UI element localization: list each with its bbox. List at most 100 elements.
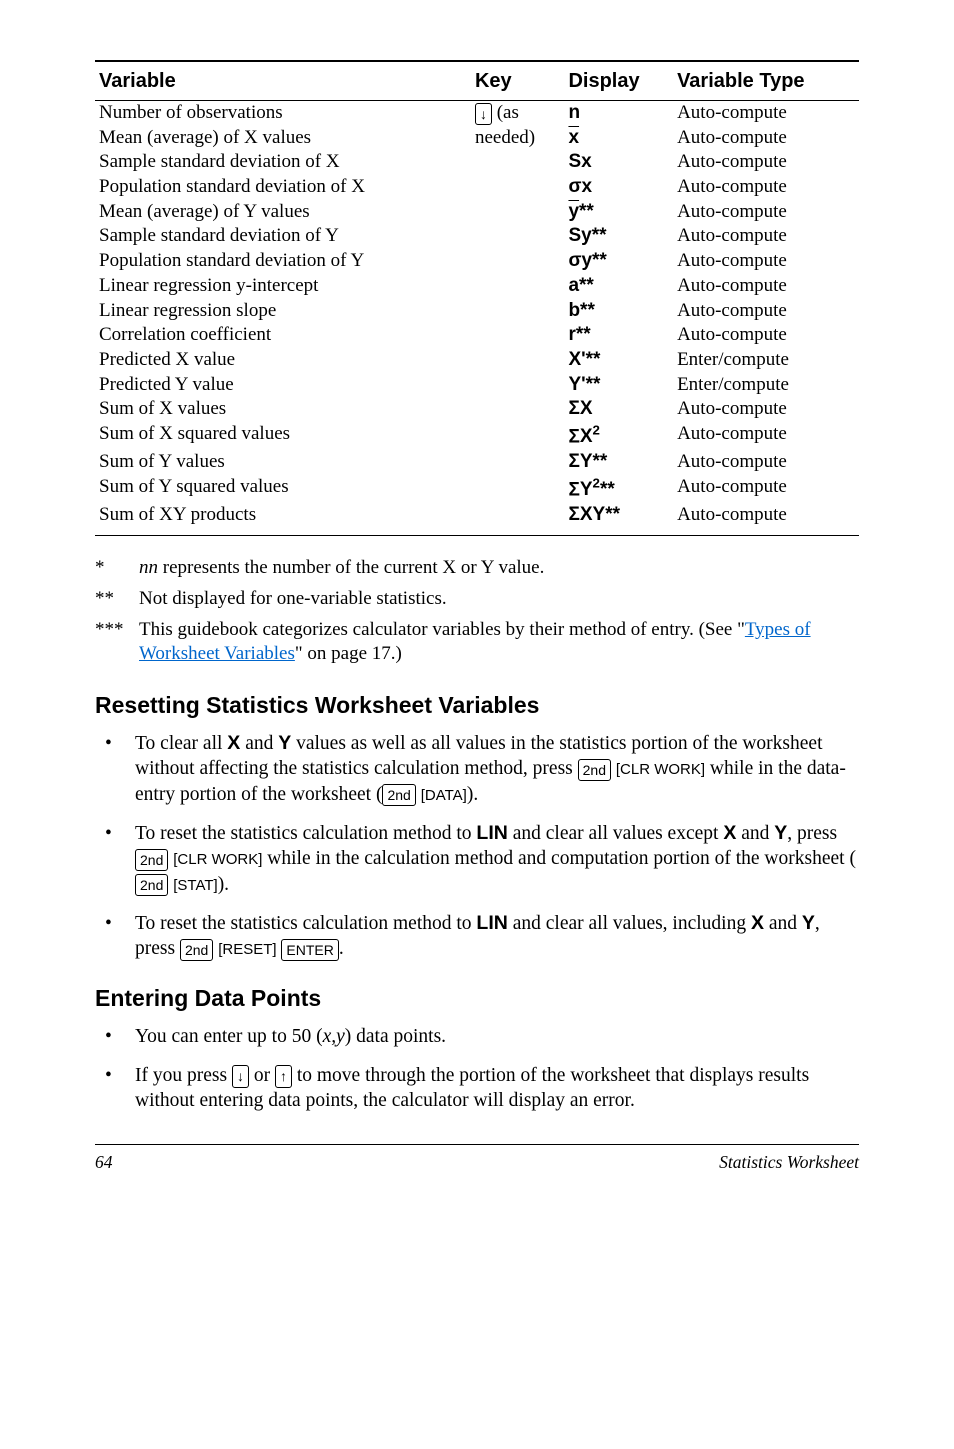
type-cell: Auto-compute — [673, 175, 859, 200]
x-var: X — [227, 732, 240, 754]
enter-key-icon: ENTER — [281, 939, 338, 961]
footnote-text: nn represents the number of the current … — [139, 556, 544, 581]
disp-cell: X'** — [564, 348, 673, 373]
key-cell — [471, 224, 565, 249]
table-row: Population standard deviation of Y σy** … — [95, 249, 859, 274]
table-row: Sum of XY products ΣXY** Auto-compute — [95, 503, 859, 536]
key-cell — [471, 348, 565, 373]
data-key: [DATA] — [421, 787, 467, 804]
disp-cell: σy** — [564, 249, 673, 274]
table-row: Mean (average) of X values needed) x Aut… — [95, 126, 859, 151]
entering-heading: Entering Data Points — [95, 984, 859, 1014]
key-cell: ↓ (as — [471, 101, 565, 126]
var-cell: Mean (average) of Y values — [95, 200, 471, 225]
type-cell: Auto-compute — [673, 274, 859, 299]
entering-list: You can enter up to 50 (x,y) data points… — [95, 1024, 859, 1114]
list-item: You can enter up to 50 (x,y) data points… — [95, 1024, 859, 1049]
second-key-icon: 2nd — [180, 939, 213, 961]
second-key-icon: 2nd — [135, 849, 168, 871]
footnote-mark: ** — [95, 587, 139, 612]
disp-cell: ΣY** — [564, 450, 673, 475]
second-key-icon: 2nd — [578, 759, 611, 781]
table-row: Predicted X value X'** Enter/compute — [95, 348, 859, 373]
list-item: To reset the statistics calculation meth… — [95, 911, 859, 962]
disp-cell: Sy** — [564, 224, 673, 249]
type-cell: Auto-compute — [673, 503, 859, 536]
key-cell — [471, 274, 565, 299]
type-cell: Auto-compute — [673, 249, 859, 274]
footnote-3: *** This guidebook categorizes calculato… — [95, 618, 859, 667]
table-row: Sum of X values ΣX Auto-compute — [95, 397, 859, 422]
disp-cell: ΣX — [564, 397, 673, 422]
key-cell — [471, 200, 565, 225]
disp-cell: x — [564, 126, 673, 151]
disp-cell: a** — [564, 274, 673, 299]
key-cell — [471, 175, 565, 200]
type-cell: Auto-compute — [673, 126, 859, 151]
type-cell: Auto-compute — [673, 422, 859, 450]
disp-cell: n — [564, 101, 673, 126]
resetting-list: To clear all X and Y values as well as a… — [95, 731, 859, 962]
type-cell: Auto-compute — [673, 397, 859, 422]
lin-label: LIN — [476, 912, 507, 934]
down-key-icon: ↓ — [475, 103, 492, 125]
clr-work-key: [CLR WORK] — [173, 851, 262, 868]
footnote-mark: *** — [95, 618, 139, 667]
var-cell: Population standard deviation of X — [95, 175, 471, 200]
var-cell: Predicted Y value — [95, 373, 471, 398]
var-cell: Sample standard deviation of X — [95, 150, 471, 175]
table-row: Linear regression slope b** Auto-compute — [95, 299, 859, 324]
down-key-icon: ↓ — [232, 1065, 249, 1087]
key-cell — [471, 475, 565, 503]
table-row: Predicted Y value Y'** Enter/compute — [95, 373, 859, 398]
footnote-text: This guidebook categorizes calculator va… — [139, 618, 859, 667]
key-cell — [471, 503, 565, 536]
y-var: Y — [278, 732, 291, 754]
type-cell: Auto-compute — [673, 150, 859, 175]
x-var: X — [751, 912, 764, 934]
table-row: Linear regression y-intercept a** Auto-c… — [95, 274, 859, 299]
y-var: Y — [774, 822, 787, 844]
list-item: To clear all X and Y values as well as a… — [95, 731, 859, 807]
col-type: Variable Type — [673, 61, 859, 101]
table-row: Sample standard deviation of X Sx Auto-c… — [95, 150, 859, 175]
var-cell: Sum of Y values — [95, 450, 471, 475]
table-row: Sum of X squared values ΣX2 Auto-compute — [95, 422, 859, 450]
key-cell — [471, 422, 565, 450]
footnote-text: Not displayed for one-variable statistic… — [139, 587, 447, 612]
disp-cell: ΣX2 — [564, 422, 673, 450]
var-cell: Number of observations — [95, 101, 471, 126]
page-number: 64 — [95, 1151, 113, 1174]
key-cell — [471, 249, 565, 274]
footnote-2: ** Not displayed for one-variable statis… — [95, 587, 859, 612]
key-cell — [471, 323, 565, 348]
up-key-icon: ↑ — [275, 1065, 292, 1087]
xy-label: x,y — [323, 1026, 345, 1047]
type-cell: Auto-compute — [673, 101, 859, 126]
footnote-mark: * — [95, 556, 139, 581]
table-row: Number of observations ↓ (as n Auto-comp… — [95, 101, 859, 126]
type-cell: Auto-compute — [673, 323, 859, 348]
col-key: Key — [471, 61, 565, 101]
lin-label: LIN — [476, 822, 507, 844]
var-cell: Sample standard deviation of Y — [95, 224, 471, 249]
clr-work-key: [CLR WORK] — [616, 761, 705, 778]
key-cell: needed) — [471, 126, 565, 151]
key-cell — [471, 150, 565, 175]
second-key-icon: 2nd — [382, 784, 415, 806]
col-display: Display — [564, 61, 673, 101]
list-item: If you press ↓ or ↑ to move through the … — [95, 1063, 859, 1114]
resetting-heading: Resetting Statistics Worksheet Variables — [95, 691, 859, 721]
table-row: Population standard deviation of X σx Au… — [95, 175, 859, 200]
x-var: X — [723, 822, 736, 844]
var-cell: Predicted X value — [95, 348, 471, 373]
key-cell — [471, 299, 565, 324]
page-footer: 64 Statistics Worksheet — [95, 1144, 859, 1174]
var-cell: Sum of XY products — [95, 503, 471, 536]
var-cell: Population standard deviation of Y — [95, 249, 471, 274]
var-cell: Sum of X values — [95, 397, 471, 422]
key-cell — [471, 373, 565, 398]
variables-table: Variable Key Display Variable Type Numbe… — [95, 60, 859, 536]
var-cell: Sum of X squared values — [95, 422, 471, 450]
type-cell: Auto-compute — [673, 224, 859, 249]
